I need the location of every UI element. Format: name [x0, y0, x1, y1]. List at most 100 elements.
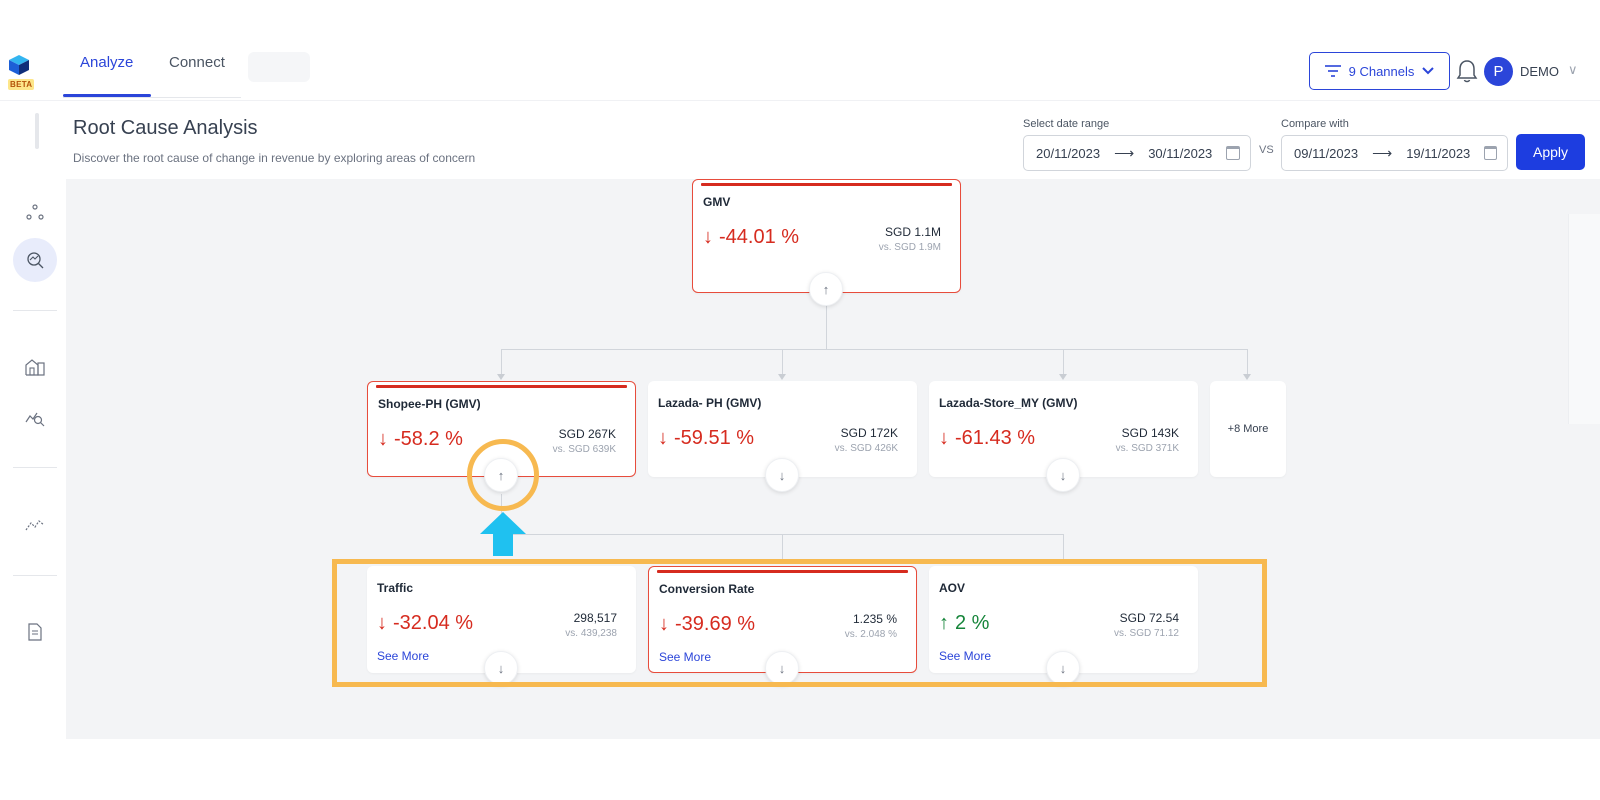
user-menu-chevron-icon[interactable]: ∨ — [1568, 62, 1578, 77]
card-change-value: -61.43 % — [955, 427, 1036, 449]
chart-search-icon[interactable] — [20, 403, 50, 433]
connector-line — [501, 349, 1247, 350]
card-change-value: -59.51 % — [674, 427, 755, 449]
app-logo[interactable]: BETA — [8, 54, 35, 94]
card-compare-value: vs. SGD 1.9M — [878, 242, 941, 253]
card-change-value: -39.69 % — [675, 613, 756, 635]
active-tab-indicator — [63, 94, 151, 97]
card-change: ↓ -59.51 % — [658, 427, 754, 450]
analyze-icon[interactable] — [13, 238, 57, 282]
filter-icon — [1324, 65, 1341, 77]
beta-badge: BETA — [8, 79, 35, 90]
connector-line — [782, 534, 783, 564]
range-arrow-icon: ⟶ — [1114, 144, 1135, 161]
compare-range-start: 09/11/2023 — [1294, 145, 1359, 161]
connector-line — [782, 349, 783, 374]
expand-toggle-button[interactable]: ↓ — [1046, 458, 1080, 492]
range-arrow-icon: ⟶ — [1372, 144, 1393, 161]
date-range-start: 20/11/2023 — [1036, 145, 1101, 161]
connector-arrow-icon — [497, 374, 505, 380]
highlight-circle — [467, 439, 539, 511]
card-change: ↓ -58.2 % — [378, 428, 463, 451]
date-range-end: 30/11/2023 — [1148, 145, 1213, 161]
arrow-up-icon: ↑ — [939, 612, 949, 634]
more-channels-card[interactable]: +8 More — [1210, 381, 1286, 477]
channels-filter-button[interactable]: 9 Channels — [1309, 52, 1450, 90]
card-title: AOV — [939, 581, 966, 595]
date-range-picker[interactable]: 20/11/2023 ⟶ 30/11/2023 — [1023, 135, 1251, 171]
connector-line — [826, 300, 827, 349]
arrow-down-icon: ↓ — [658, 427, 668, 449]
user-name[interactable]: DEMO — [1520, 64, 1559, 79]
apply-button[interactable]: Apply — [1516, 134, 1585, 170]
card-change: ↑ 2 % — [939, 612, 989, 635]
card-change-value: -58.2 % — [394, 428, 463, 450]
compare-range-picker[interactable]: 09/11/2023 ⟶ 19/11/2023 — [1281, 135, 1508, 171]
card-title: Shopee-PH (GMV) — [378, 397, 481, 411]
card-change: ↓ -39.69 % — [659, 613, 755, 636]
card-value: 1.235 % — [852, 612, 897, 626]
see-more-link[interactable]: See More — [659, 650, 712, 664]
card-compare-value: vs. SGD 639K — [552, 444, 616, 455]
arrow-down-icon: ↓ — [659, 613, 669, 635]
card-change-value: -32.04 % — [393, 612, 474, 634]
top-navigation: BETA Analyze Connect 9 Channels P DEMO ∨ — [0, 0, 1600, 101]
card-compare-value: vs. 439,238 — [565, 628, 617, 639]
connector-arrow-icon — [778, 374, 786, 380]
connector-arrow-icon — [1243, 374, 1251, 380]
card-value: 298,517 — [573, 611, 617, 625]
card-change-value: 2 % — [955, 612, 990, 634]
highlight-box — [332, 559, 1267, 687]
expand-toggle-button[interactable]: ↓ — [765, 458, 799, 492]
card-title: Lazada-Store_MY (GMV) — [939, 396, 1078, 410]
sidebar-divider — [13, 575, 57, 576]
compare-with-label: Compare with — [1281, 118, 1349, 130]
alert-bar — [376, 385, 627, 388]
card-compare-value: vs. SGD 371K — [1115, 443, 1179, 454]
card-value: SGD 172K — [840, 426, 898, 440]
store-icon[interactable] — [20, 352, 50, 382]
card-change: ↓ -44.01 % — [703, 226, 799, 249]
card-title: Lazada- PH (GMV) — [658, 396, 762, 410]
see-more-link[interactable]: See More — [939, 649, 992, 663]
arrow-down-icon: ↓ — [939, 427, 949, 449]
card-title: GMV — [703, 195, 731, 209]
sidebar-divider — [13, 467, 57, 468]
card-value: SGD 72.54 — [1119, 611, 1179, 625]
header-marker — [35, 113, 39, 149]
card-value: SGD 1.1M — [884, 225, 941, 239]
collapse-toggle-button[interactable]: ↑ — [809, 272, 843, 306]
chevron-down-icon — [1422, 67, 1435, 75]
connector-line — [1063, 349, 1064, 374]
vs-label: VS — [1259, 144, 1274, 156]
card-change: ↓ -61.43 % — [939, 427, 1035, 450]
user-avatar[interactable]: P — [1484, 57, 1513, 86]
arrow-down-icon: ↓ — [703, 226, 713, 248]
tab-placeholder — [248, 52, 310, 82]
trend-icon[interactable] — [20, 510, 50, 540]
card-compare-value: vs. SGD 426K — [834, 443, 898, 454]
bell-icon[interactable] — [1455, 58, 1479, 84]
connector-arrow-icon — [1059, 374, 1067, 380]
date-range-label: Select date range — [1023, 118, 1110, 130]
see-more-link[interactable]: See More — [377, 649, 430, 663]
connector-line — [1247, 349, 1248, 374]
alert-bar — [657, 570, 908, 573]
connector-line — [501, 349, 502, 374]
network-icon[interactable] — [20, 197, 50, 227]
compare-range-end: 19/11/2023 — [1406, 145, 1471, 161]
connector-line — [1063, 534, 1064, 564]
card-value: SGD 143K — [1121, 426, 1179, 440]
report-icon[interactable] — [20, 617, 50, 647]
expand-toggle-button[interactable]: ↓ — [484, 651, 518, 685]
calendar-icon — [1226, 146, 1240, 160]
card-title: Traffic — [377, 581, 414, 595]
card-title: Conversion Rate — [659, 582, 755, 596]
card-change: ↓ -32.04 % — [377, 612, 473, 635]
metric-card-conversion-rate[interactable]: Conversion Rate ↓ -39.69 % 1.235 % vs. 2… — [648, 566, 917, 673]
tab-analyze[interactable]: Analyze — [80, 54, 134, 71]
page-title: Root Cause Analysis — [73, 117, 258, 139]
tab-connect[interactable]: Connect — [169, 54, 225, 71]
arrow-down-icon: ↓ — [378, 428, 388, 450]
card-change-value: -44.01 % — [719, 226, 800, 248]
